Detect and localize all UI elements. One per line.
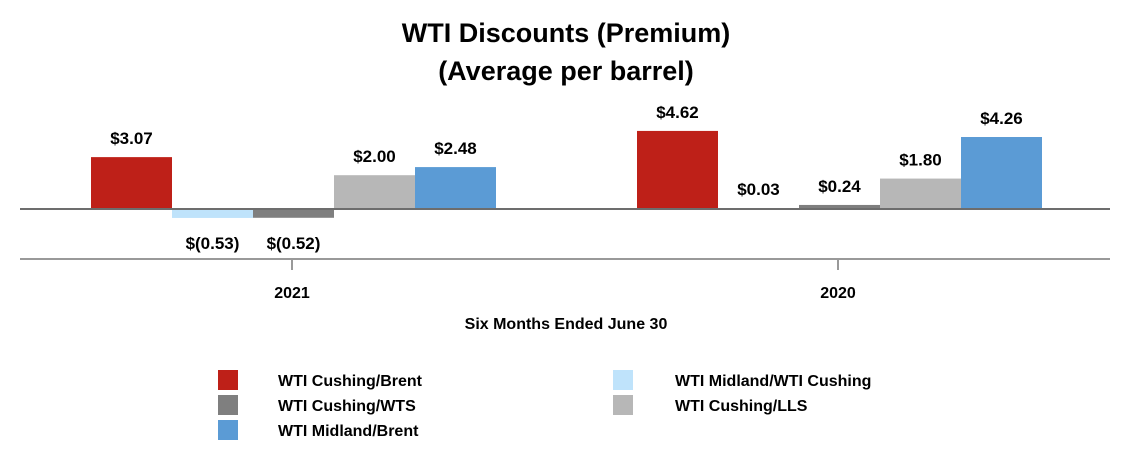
data-label: $4.26 — [980, 109, 1023, 128]
legend-label: WTI Cushing/Brent — [278, 373, 423, 390]
bar — [253, 209, 334, 218]
legend-swatch — [613, 395, 633, 415]
legend-label: WTI Cushing/LLS — [675, 398, 808, 415]
legend-swatch — [613, 370, 633, 390]
chart-subtitle: (Average per barrel) — [438, 56, 694, 86]
legend-label: WTI Midland/WTI Cushing — [675, 373, 871, 390]
data-label: $4.62 — [656, 103, 699, 122]
data-label: $1.80 — [899, 151, 942, 170]
bar — [415, 167, 496, 209]
legend-label: WTI Midland/Brent — [278, 423, 419, 440]
data-label: $(0.52) — [267, 234, 321, 253]
chart-title: WTI Discounts (Premium) — [402, 18, 731, 48]
legend: WTI Cushing/Brent WTI Cushing/WTS WTI Mi… — [218, 370, 871, 440]
data-label: $2.48 — [434, 139, 477, 158]
data-label: $2.00 — [353, 147, 396, 166]
bar — [799, 204, 880, 209]
bar — [880, 178, 961, 209]
x-tick-label: 2021 — [274, 285, 310, 302]
legend-swatch — [218, 420, 238, 440]
x-axis-label: Six Months Ended June 30 — [465, 316, 668, 333]
x-tick-label: 2020 — [820, 285, 856, 302]
bar — [637, 130, 718, 209]
bar — [172, 209, 253, 218]
bar — [961, 137, 1042, 209]
legend-swatch — [218, 395, 238, 415]
legend-label: WTI Cushing/WTS — [278, 398, 416, 415]
bars-group: $3.07 $(0.53) $(0.52) $2.00 $2.48 $4.62 $0.03 $… — [91, 103, 1042, 253]
data-label: $0.03 — [737, 180, 780, 199]
bar — [334, 175, 415, 209]
data-label: $3.07 — [110, 129, 153, 148]
legend-swatch — [218, 370, 238, 390]
data-label: $0.24 — [818, 177, 861, 196]
data-label: $(0.53) — [186, 234, 240, 253]
bar — [91, 157, 172, 209]
